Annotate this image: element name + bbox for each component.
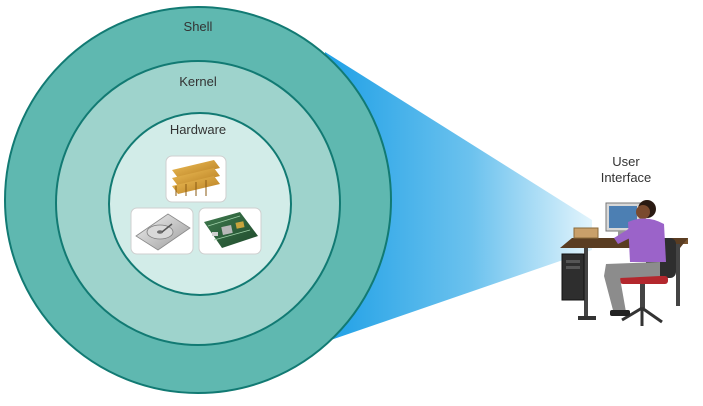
shell-label: Shell — [183, 19, 213, 34]
user-interface-label-line1: User — [612, 154, 640, 169]
hardware-label: Hardware — [169, 122, 227, 137]
user-interface-beam — [325, 52, 592, 342]
user-interface-label-line2: Interface — [600, 170, 652, 185]
kernel-label: Kernel — [179, 74, 217, 89]
memory-modules-icon — [165, 155, 227, 203]
user-interface-label: User Interface — [590, 154, 662, 186]
hardware-layer — [108, 112, 292, 296]
hard-disk-icon — [130, 207, 194, 255]
motherboard-icon — [198, 207, 262, 255]
user-at-computer-icon — [560, 200, 688, 326]
